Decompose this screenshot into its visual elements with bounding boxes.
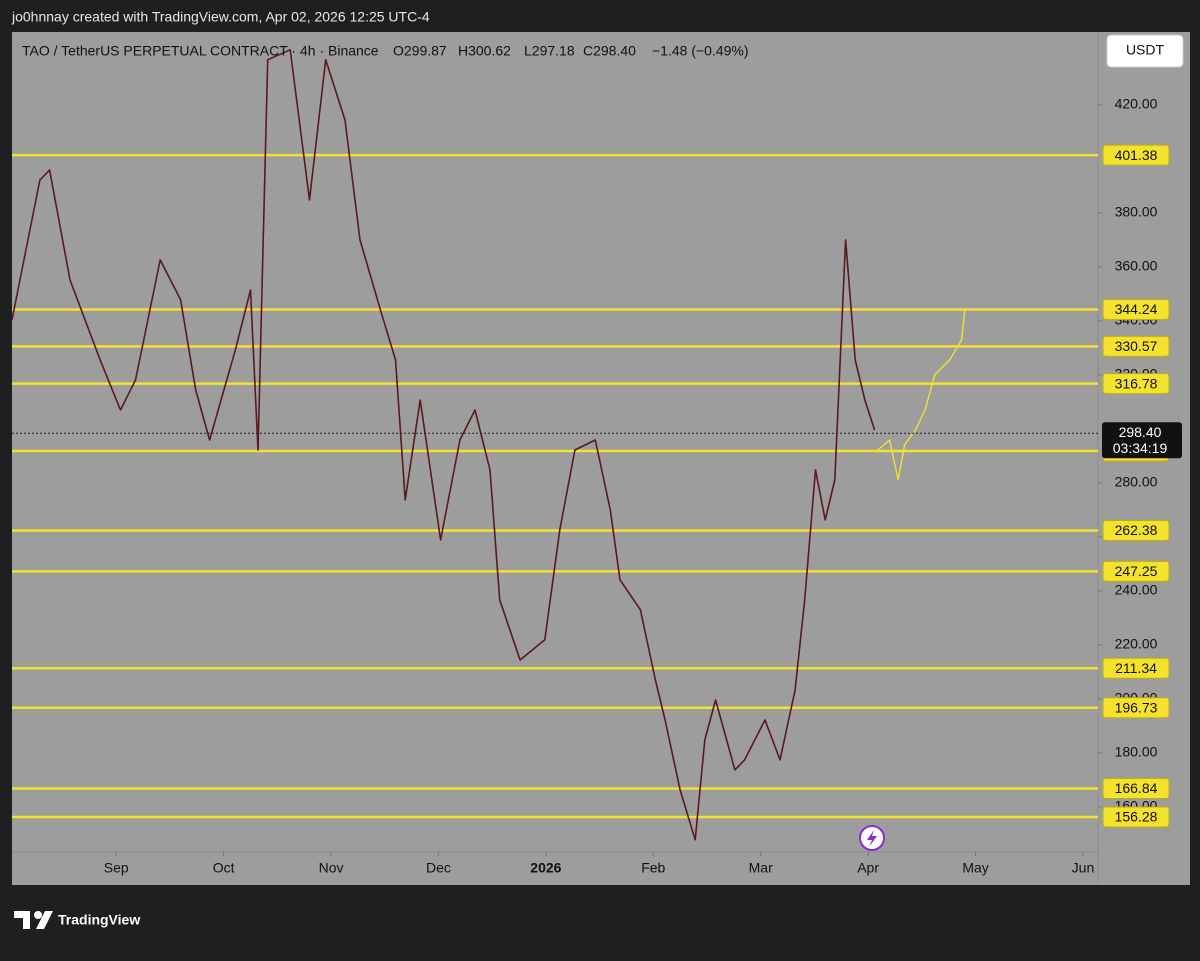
- close: C298.40: [583, 43, 636, 59]
- low: L297.18: [524, 43, 575, 59]
- level-label-box: [1102, 806, 1170, 828]
- level-label-box: [1102, 373, 1170, 395]
- level-label-box: [1102, 335, 1170, 357]
- footer-logo: [14, 911, 53, 929]
- x-tick-label: Mar: [749, 860, 773, 876]
- level-label: 344.24: [1115, 301, 1158, 317]
- x-tick-label: Feb: [641, 860, 665, 876]
- countdown: 03:34:19: [1113, 440, 1168, 456]
- level-label-box: [1102, 697, 1170, 719]
- level-label-box: [1102, 298, 1170, 320]
- y-tick-label: 240.00: [1115, 582, 1158, 598]
- plot: Sep Oct Nov Dec 2026 Feb Mar Apr May Jun160.00180…: [11, 49, 1182, 876]
- level-label-box: [1102, 657, 1170, 679]
- level-label: 247.25: [1115, 563, 1158, 579]
- chart-panel: [12, 32, 1190, 885]
- currency-button[interactable]: [1106, 34, 1184, 68]
- level-label-box: [1102, 144, 1170, 166]
- currency-label: USDT: [1126, 42, 1165, 58]
- event-bolt: [867, 830, 877, 847]
- y-tick-label: 280.00: [1115, 474, 1158, 490]
- level-label-box: [1102, 777, 1170, 799]
- level-label-box: [1102, 560, 1170, 582]
- x-tick-label: Sep: [104, 860, 129, 876]
- last-price-label: 298.40: [1119, 424, 1162, 440]
- x-tick-label: Apr: [857, 860, 879, 876]
- level-label: 166.84: [1115, 780, 1158, 796]
- open: O299.87: [393, 43, 447, 59]
- y-tick-label: 220.00: [1115, 636, 1158, 652]
- x-tick-label: Oct: [213, 860, 235, 876]
- y-tick-label: 380.00: [1115, 204, 1158, 220]
- level-label: 156.28: [1115, 809, 1158, 825]
- x-tick-label: Jun: [1072, 860, 1095, 876]
- logo-mark: [14, 911, 53, 929]
- y-tick-label: 360.00: [1115, 258, 1158, 274]
- legend: TAO / TetherUS PERPETUAL CONTRACT · 4h ·…: [22, 43, 749, 59]
- attribution: jo0hnnay created with TradingView.com, A…: [11, 9, 430, 25]
- last-price-box: [1102, 422, 1182, 459]
- projection-line: [877, 309, 966, 481]
- level-label: 401.38: [1115, 147, 1158, 163]
- level-label: 211.34: [1115, 660, 1157, 676]
- logo-dot: [34, 911, 42, 919]
- brand: TradingView: [58, 912, 140, 928]
- x-tick-label: 2026: [530, 860, 561, 876]
- price-line: [11, 49, 876, 841]
- level-label-box: [1102, 519, 1170, 541]
- level-label: 330.57: [1115, 338, 1158, 354]
- level-label: 262.38: [1115, 522, 1158, 538]
- x-tick-label: May: [962, 860, 988, 876]
- change: −1.48 (−0.49%): [652, 43, 749, 59]
- level-label: 316.78: [1115, 375, 1158, 391]
- level-label: 196.73: [1115, 699, 1158, 715]
- y-tick-label: 180.00: [1115, 744, 1158, 760]
- y-tick-label: 420.00: [1115, 96, 1158, 112]
- x-tick-label: Dec: [426, 860, 451, 876]
- high: H300.62: [458, 43, 511, 59]
- x-tick-label: Nov: [319, 860, 344, 876]
- symbol: TAO / TetherUS PERPETUAL CONTRACT · 4h ·…: [22, 43, 379, 59]
